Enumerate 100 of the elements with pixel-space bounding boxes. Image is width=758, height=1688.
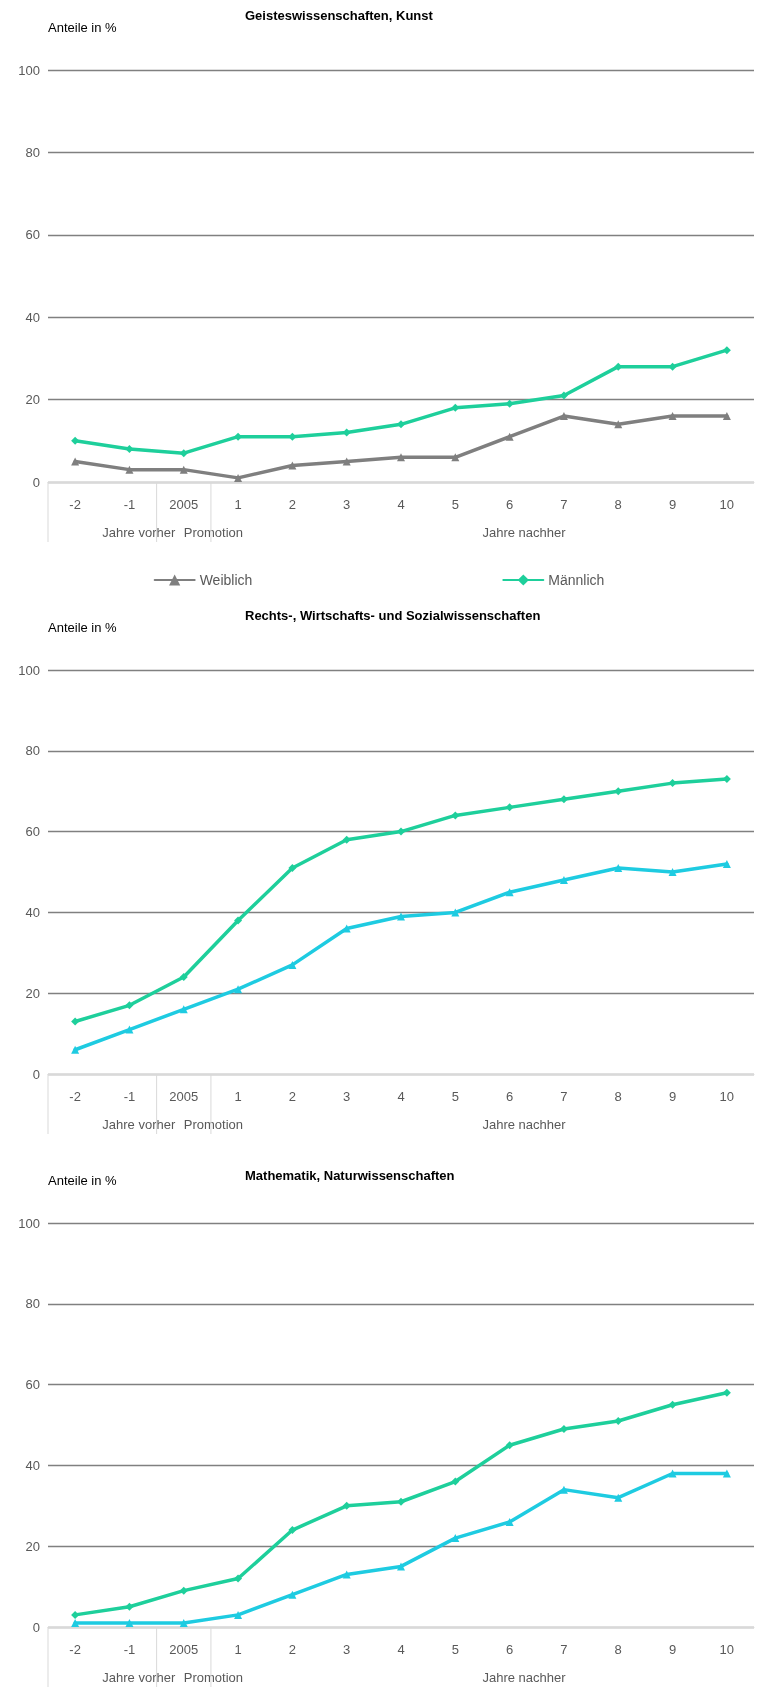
text: Jahre nachher [482, 1117, 567, 1132]
x-tick-label: 2 [288, 1089, 296, 1104]
x-tick-label: 10 [719, 1642, 735, 1657]
point [342, 924, 351, 933]
y-tick-label: 60 [25, 227, 40, 243]
x-tick-label: 7 [560, 1089, 568, 1104]
text: Promotion [183, 1117, 244, 1132]
y-tick-label: 40 [25, 1457, 40, 1473]
point [71, 436, 80, 445]
point [559, 412, 568, 421]
x-tick-label: -2 [69, 1089, 81, 1104]
x-tick-label: 7 [560, 497, 568, 512]
point [234, 1574, 243, 1583]
point [614, 1416, 623, 1425]
point [668, 412, 677, 421]
point [179, 973, 188, 982]
point [559, 1485, 568, 1494]
y-tick-label: 0 [32, 474, 40, 490]
y-tick-label: 100 [18, 662, 40, 678]
x-tick-label: 6 [506, 1642, 514, 1657]
y-tick-label: 0 [32, 1619, 40, 1635]
y-tick-label: 60 [25, 1377, 40, 1393]
point [722, 412, 731, 421]
point [451, 811, 460, 820]
x-tick-label: 8 [614, 1089, 622, 1104]
x-tick-label: 9 [668, 1089, 677, 1104]
chart-title: Rechts-, Wirtschafts- und Sozialwissenschaften [245, 608, 541, 623]
x-tick-label: -2 [69, 1642, 81, 1657]
chart-title: Mathematik, Naturwissenschaften [245, 1168, 455, 1183]
point [614, 787, 623, 796]
x-tick-label: 7 [560, 1642, 568, 1657]
x-tick-label: 1 [234, 1089, 242, 1104]
y-tick-label: 80 [25, 743, 40, 759]
text: Promotion [183, 1670, 244, 1685]
y-tick-label: 80 [25, 144, 40, 160]
x-tick-label: 1 [234, 497, 242, 512]
x-tick-label: 9 [668, 1642, 677, 1657]
y-tick-label: 0 [32, 1066, 40, 1082]
y-axis-title: Anteile in % [48, 1173, 118, 1188]
point [288, 1590, 297, 1599]
point [505, 1441, 514, 1450]
point [71, 1017, 80, 1026]
chart-title: Geisteswissenschaften, Kunst [245, 8, 434, 23]
point [397, 453, 405, 462]
x-tick-label: 5 [451, 1642, 459, 1657]
y-tick-label: 20 [25, 392, 40, 408]
point [397, 912, 405, 921]
x-tick-label: 1 [234, 1642, 242, 1657]
x-tick-label: 2005 [169, 497, 199, 512]
x-tick-label: -2 [69, 497, 81, 512]
point [397, 827, 405, 836]
point [179, 1586, 188, 1595]
x-tick-label: -1 [123, 497, 136, 512]
point [397, 1497, 405, 1506]
point [125, 445, 134, 454]
text: Jahre vorher [102, 525, 176, 540]
point [288, 960, 297, 969]
text: Promotion [183, 525, 244, 540]
y-tick-label: 100 [18, 62, 40, 78]
point [125, 465, 134, 474]
point [559, 876, 568, 885]
point [505, 432, 514, 441]
point [722, 346, 731, 355]
point [722, 859, 731, 868]
y-tick-label: 20 [25, 985, 40, 1001]
point [234, 1610, 243, 1619]
y-tick-label: 60 [25, 824, 40, 840]
x-tick-label: 5 [451, 1089, 459, 1104]
point [234, 916, 243, 925]
point [342, 835, 351, 844]
y-axis-title: Anteile in % [48, 20, 118, 35]
text: Jahre vorher [102, 1117, 176, 1132]
point [559, 1425, 568, 1434]
point [505, 888, 514, 897]
x-tick-label: 2005 [169, 1642, 199, 1657]
point [288, 863, 297, 872]
x-tick-label: 4 [397, 1642, 405, 1657]
y-tick-label: 40 [25, 309, 40, 325]
point [505, 1517, 514, 1526]
x-tick-label: 4 [397, 497, 405, 512]
x-tick-label: 3 [343, 497, 351, 512]
y-axis-title: Anteile in % [48, 620, 118, 635]
point [179, 1618, 188, 1627]
point [614, 1493, 623, 1502]
x-tick-label: 3 [343, 1089, 351, 1104]
x-tick-label: 2 [288, 1642, 296, 1657]
x-tick-label: 5 [451, 497, 459, 512]
y-tick-label: 20 [25, 1538, 40, 1554]
point [722, 1388, 731, 1397]
point [559, 391, 568, 400]
x-tick-label: 8 [614, 1642, 622, 1657]
point [179, 449, 188, 458]
x-tick-label: 2005 [169, 1089, 199, 1104]
legend-label: Weiblich [199, 572, 253, 588]
point [234, 985, 243, 994]
point [125, 1025, 134, 1034]
x-tick-label: 6 [506, 497, 514, 512]
point [71, 1045, 80, 1054]
point [234, 473, 243, 482]
point [288, 461, 297, 470]
